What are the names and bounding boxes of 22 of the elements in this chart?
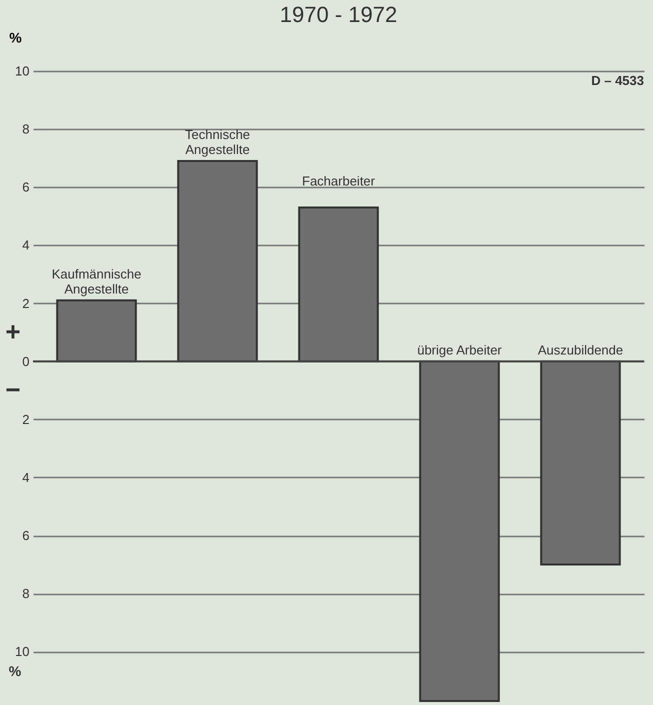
text: % (8, 662, 22, 679)
x-tick-label: Facharbeiter (302, 173, 376, 188)
y-tick-label: 10 (15, 644, 30, 660)
x-tick-label: übrige Arbeiter (417, 342, 502, 358)
y-tick-label: 6 (22, 180, 30, 195)
x-tick-label: Technische Angestellte (184, 127, 250, 157)
x-tick-label: Kaufmännische Angestellte (52, 266, 142, 296)
y-tick-label: 8 (22, 586, 30, 602)
y-axis-title: % (9, 30, 22, 46)
y-tick-label: 4 (22, 238, 30, 253)
text: + (5, 316, 21, 346)
y-tick-label: 2 (22, 412, 30, 427)
y-tick-label: 4 (22, 470, 30, 485)
text: − (5, 374, 21, 404)
x-tick-label: Auszubildende (538, 342, 624, 358)
y-tick-label: 8 (22, 122, 30, 137)
y-tick-label: 0 (22, 354, 30, 369)
chart-title: 1970 - 1972 (280, 2, 398, 27)
y-tick-label: 10 (15, 64, 30, 78)
y-tick-label: 6 (22, 528, 30, 544)
y-tick-label: 2 (22, 296, 30, 311)
annotation: D – 4533 (591, 73, 644, 88)
